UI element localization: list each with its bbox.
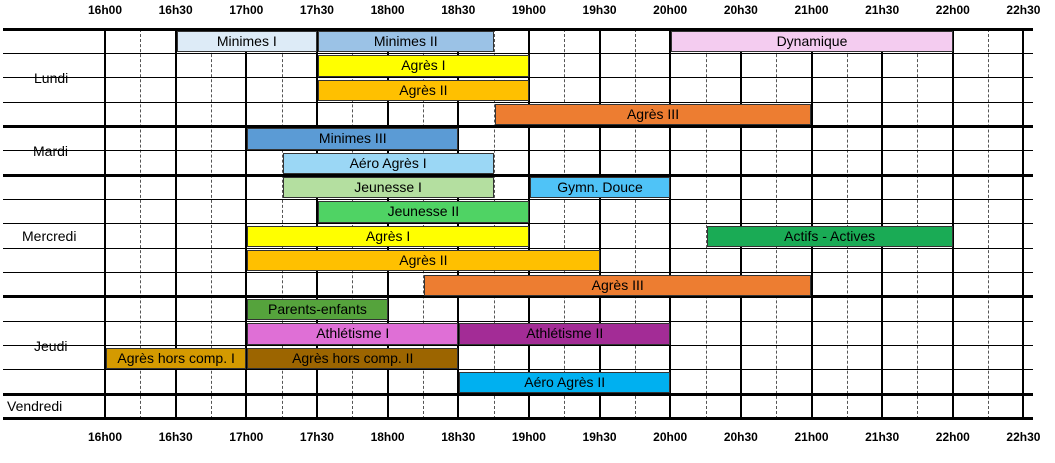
- activity-bar[interactable]: Actifs - Actives: [706, 225, 953, 248]
- activity-bar[interactable]: Agrès II: [247, 250, 600, 272]
- time-label-bottom: 16h00: [87, 429, 123, 444]
- day-separator: [3, 27, 1033, 31]
- day-separator: [3, 124, 1033, 128]
- activity-bar[interactable]: Minimes II: [317, 31, 494, 53]
- activity-bar[interactable]: Aéro Agrès II: [459, 371, 671, 394]
- day-separator: [3, 417, 1033, 421]
- row-separator: [3, 150, 1033, 152]
- time-label-bottom: 22h00: [935, 429, 970, 444]
- row-separator: [3, 369, 1033, 371]
- time-label-top: 18h00: [370, 3, 405, 17]
- activity-bar[interactable]: Parents-enfants: [247, 298, 388, 321]
- day-label-4: Vendredi: [7, 398, 63, 415]
- time-label-bottom: 19h30: [582, 429, 617, 444]
- time-label-bottom: 22h30: [1006, 429, 1041, 444]
- activity-bar[interactable]: Minimes I: [176, 31, 317, 53]
- time-label-top: 20h30: [723, 3, 758, 17]
- time-label-bottom: 20h30: [723, 429, 758, 444]
- activity-bar[interactable]: Agrès III: [423, 274, 812, 296]
- activity-bar[interactable]: Athlétisme I: [247, 323, 459, 345]
- day-separator: [3, 392, 1033, 396]
- time-label-bottom: 18h30: [441, 429, 476, 444]
- activity-bar[interactable]: Jeunesse I: [282, 177, 494, 199]
- time-label-bottom: 21h30: [865, 429, 900, 444]
- time-label-top: 22h00: [935, 3, 970, 17]
- time-label-bottom: 16h30: [158, 429, 193, 444]
- day-label-2: Mercredi: [22, 227, 77, 244]
- time-label-top: 17h30: [299, 3, 334, 17]
- time-label-bottom: 18h00: [370, 429, 405, 444]
- day-separator: [3, 173, 1033, 177]
- activity-bar[interactable]: Agrès hors comp. II: [247, 347, 459, 369]
- row-separator: [3, 272, 1033, 273]
- row-separator: [3, 247, 1033, 249]
- time-label-bottom: 19h00: [511, 429, 546, 444]
- activity-bar[interactable]: Agrès hors comp. I: [106, 347, 247, 369]
- time-label-top: 21h30: [865, 3, 900, 17]
- time-label-top: 16h30: [158, 3, 193, 17]
- time-label-bottom: 17h00: [229, 429, 264, 444]
- activity-bar[interactable]: Aéro Agrès I: [282, 152, 494, 175]
- time-label-top: 17h00: [229, 3, 264, 17]
- activity-bar[interactable]: Agrès III: [494, 104, 812, 126]
- row-separator: [3, 320, 1033, 322]
- row-separator: [3, 198, 1033, 200]
- time-label-bottom: 17h30: [299, 429, 334, 444]
- time-label-bottom: 21h00: [794, 429, 829, 444]
- activity-bar[interactable]: Minimes III: [247, 128, 459, 150]
- time-label-top: 19h30: [582, 3, 617, 17]
- row-separator: [3, 223, 1033, 225]
- activity-bar[interactable]: Agrès I: [247, 225, 529, 248]
- day-separator: [3, 295, 1033, 299]
- activity-bar[interactable]: Agrès I: [317, 55, 529, 77]
- activity-bar[interactable]: Gymn. Douce: [529, 177, 671, 199]
- row-separator: [3, 52, 1033, 54]
- time-label-top: 22h30: [1006, 3, 1041, 17]
- time-label-top: 21h00: [794, 3, 829, 17]
- activity-bar[interactable]: Jeunesse II: [317, 201, 529, 223]
- time-label-top: 20h00: [653, 3, 688, 17]
- time-label-bottom: 20h00: [653, 429, 688, 444]
- activity-bar[interactable]: Athlétisme II: [459, 323, 671, 345]
- activity-bar[interactable]: Agrès II: [317, 79, 529, 102]
- row-separator: [3, 77, 1033, 79]
- time-label-top: 16h00: [87, 3, 123, 17]
- time-label-top: 19h00: [511, 3, 546, 17]
- time-label-top: 18h30: [441, 3, 476, 17]
- row-separator: [3, 101, 1033, 103]
- row-separator: [3, 345, 1033, 347]
- activity-bar[interactable]: Dynamique: [671, 31, 953, 53]
